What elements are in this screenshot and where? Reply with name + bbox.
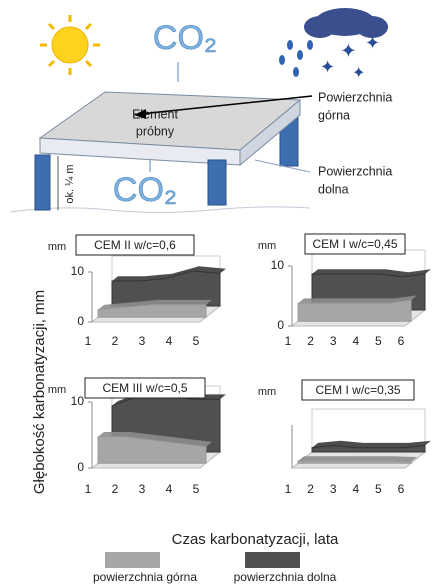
x-tick-label: 2 — [307, 334, 314, 348]
co2-bottom: CO₂ — [113, 171, 177, 209]
x-tick-label: 2 — [112, 334, 119, 348]
chart-title: CEM III w/c=0,5 — [102, 381, 187, 395]
legend-label: powierzchnia górna — [93, 570, 197, 584]
legend-label: powierzchnia dolna — [234, 570, 337, 584]
x-tick-label: 1 — [85, 334, 92, 348]
co2-top: CO₂ — [153, 19, 217, 57]
x-tick-label: 1 — [285, 334, 292, 348]
bottom-surface-label: Powierzchnia — [318, 164, 392, 178]
svg-text:✦: ✦ — [320, 57, 335, 77]
chart-title: CEM II w/c=0,6 — [94, 238, 176, 252]
x-tick-label: 5 — [375, 334, 382, 348]
x-tick-label: 1 — [285, 482, 292, 496]
cloud: ✦ ✦ ✦ ✦ — [279, 8, 388, 82]
x-tick-label: 3 — [330, 482, 337, 496]
svg-text:✦: ✦ — [365, 33, 380, 53]
top-surface-label: Powierzchnia — [318, 90, 392, 104]
top-surface-label: górna — [318, 108, 350, 122]
x-tick-label: 4 — [166, 334, 173, 348]
y-unit: mm — [258, 386, 276, 398]
y-unit: mm — [48, 241, 66, 253]
area — [298, 461, 411, 463]
x-tick-label: 5 — [193, 334, 200, 348]
x-tick-label: 4 — [352, 334, 359, 348]
x-axis-label: Czas karbonatyzacji, lata — [172, 531, 339, 548]
x-tick-label: 4 — [166, 482, 173, 496]
x-tick-label: 6 — [398, 334, 405, 348]
y-tick-label: 0 — [277, 318, 284, 332]
x-tick-label: 3 — [139, 334, 146, 348]
x-tick-label: 4 — [352, 482, 359, 496]
x-tick-label: 5 — [375, 482, 382, 496]
y-unit: mm — [48, 384, 66, 396]
figure: ✦ ✦ ✦ ✦ CO₂ Element próbny Powierzchnia … — [0, 0, 436, 586]
element-label: próbny — [136, 124, 175, 138]
area — [298, 300, 411, 321]
y-tick-label: 0 — [77, 314, 84, 328]
svg-text:✦: ✦ — [352, 65, 365, 82]
y-unit: mm — [258, 240, 276, 252]
x-tick-label: 3 — [330, 334, 337, 348]
chart-title: CEM I w/c=0,35 — [315, 383, 400, 397]
x-tick-label: 2 — [112, 482, 119, 496]
x-tick-label: 1 — [85, 482, 92, 496]
y-tick-label: 10 — [71, 264, 85, 278]
sun — [40, 15, 100, 75]
x-tick-label: 5 — [193, 482, 200, 496]
x-tick-label: 3 — [139, 482, 146, 496]
y-tick-label: 10 — [71, 394, 85, 408]
y-tick-label: 10 — [271, 258, 285, 272]
height-label: ok. ¼ m — [64, 164, 76, 203]
x-tick-label: 2 — [307, 482, 314, 496]
x-tick-label: 6 — [398, 482, 405, 496]
bottom-surface-label: dolna — [318, 182, 349, 196]
y-axis-label: Głębokość karbonatyzacji, mm — [31, 290, 48, 494]
chart-title: CEM I w/c=0,45 — [312, 237, 397, 251]
svg-text:✦: ✦ — [340, 40, 357, 62]
legend-swatch — [105, 552, 160, 568]
y-tick-label: 0 — [77, 460, 84, 474]
legend-swatch — [245, 552, 300, 568]
